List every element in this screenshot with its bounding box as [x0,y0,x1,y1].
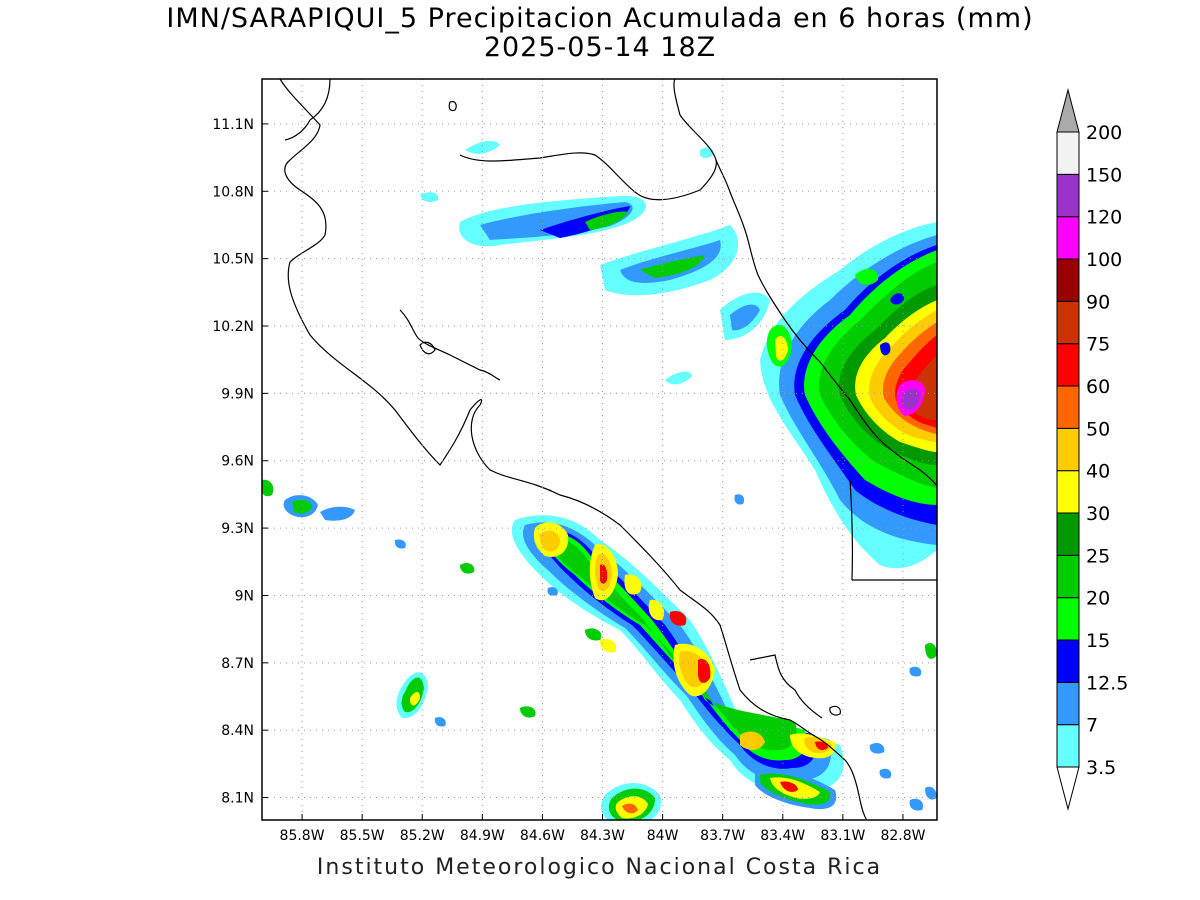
colorbar-segment [1056,470,1080,514]
colorbar-segment [1056,258,1080,302]
colorbar-level-label: 120 [1086,207,1122,229]
y-tick-label: 9.3N [221,521,254,537]
colorbar-level-label: 50 [1086,418,1110,440]
x-tick-label: 83.7W [700,828,745,844]
latitude-axis: 11.1N 10.8N 10.5N 10.2N 9.9N 9.6N 9.3N 9N 8.7N 8.… [212,117,268,807]
colorbar-level-label: 12.5 [1086,672,1128,694]
x-tick-label: 84.6W [520,828,565,844]
colorbar-level-label: 90 [1086,291,1110,313]
colorbar-level-label: 30 [1086,503,1110,525]
precip-cluster-caribbean [760,222,937,569]
y-tick-label: 10.8N [212,184,254,200]
y-tick-label: 11.1N [212,117,254,133]
chart-title: IMN/SARAPIQUI_5 Precipitacion Acumulada … [166,3,1034,34]
colorbar-segment [1056,300,1080,345]
colorbar-level-label: 20 [1086,588,1110,610]
x-tick-label: 85.2W [400,828,445,844]
colorbar-under-arrow [1056,766,1080,811]
colorbar-level-label: 40 [1086,461,1110,483]
x-tick-label: 85.8W [280,828,325,844]
y-tick-label: 8.1N [221,791,254,807]
y-tick-label: 9N [235,588,254,604]
colorbar-segment [1056,216,1080,260]
colorbar-over-arrow [1056,88,1080,133]
colorbar-segment [1056,173,1080,218]
colorbar-segment [1056,512,1080,556]
colorbar-segment [1056,131,1080,175]
y-tick-label: 9.6N [221,454,254,470]
y-tick-label: 10.2N [212,319,254,335]
precip-cluster-west [262,479,937,811]
colorbar-level-label: 75 [1086,334,1110,356]
colorbar-level-label: 60 [1086,376,1110,398]
x-tick-label: 83.4W [760,828,805,844]
colorbar-level-label: 25 [1086,545,1110,567]
x-tick-label: 85.5W [340,828,385,844]
colorbar-level-label: 100 [1086,249,1122,271]
x-tick-label: 83.1W [820,828,865,844]
colorbar-segment [1056,639,1080,683]
coastline-borders [279,79,937,820]
chart-datetime: 2025-05-14 18Z [483,32,717,63]
colorbar: 3.5 7 12.5 15 20 25 30 40 50 60 75 90 100 120 150 200 [1056,88,1128,811]
colorbar-segment [1056,385,1080,429]
precipitation-field [262,140,937,820]
y-tick-label: 8.7N [221,656,254,672]
colorbar-level-label: 7 [1086,715,1098,737]
map-frame [261,78,938,821]
colorbar-level-label: 15 [1086,630,1110,652]
x-tick-label: 84.3W [580,828,625,844]
x-tick-label: 82.8W [880,828,925,844]
x-tick-label: 84W [647,828,679,844]
y-tick-label: 8.4N [221,723,254,739]
colorbar-segment [1056,681,1080,726]
precip-cluster-pacific [511,515,844,820]
footer-credit: Instituto Meteorologico Nacional Costa R… [316,855,883,880]
colorbar-segment [1056,554,1080,599]
colorbar-segment [1056,427,1080,472]
colorbar-segment [1056,343,1080,387]
precip-cluster-north [420,140,770,385]
colorbar-level-label: 200 [1086,122,1122,144]
colorbar-level-label: 150 [1086,164,1122,186]
x-tick-label: 84.9W [460,828,505,844]
colorbar-segment [1056,724,1080,768]
longitude-axis: 85.8W 85.5W 85.2W 84.9W 84.6W 84.3W 84W 83.7W 83… [280,814,926,844]
y-tick-label: 9.9N [221,386,254,402]
colorbar-level-label: 3.5 [1086,757,1116,779]
y-tick-label: 10.5N [212,252,254,268]
colorbar-segment [1056,597,1080,641]
